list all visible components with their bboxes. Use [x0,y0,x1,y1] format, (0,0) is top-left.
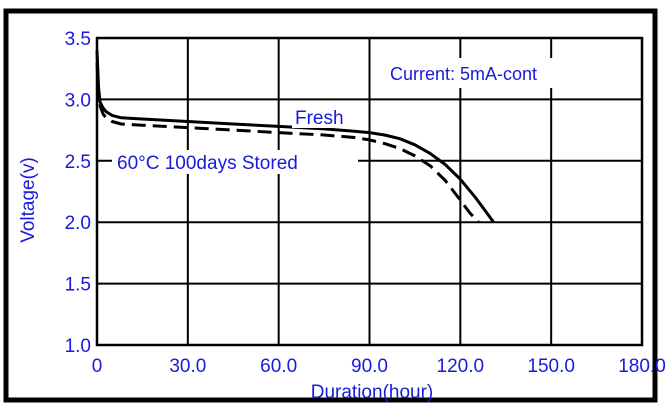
stored-series-label: 60°C 100days Stored [117,153,298,174]
plot-area-border [95,36,644,347]
x-axis-label: Duration(hour) [311,382,434,403]
series-layer [95,50,495,224]
fresh-series-line [95,50,495,224]
x-tick-label: 120.0 [437,356,485,377]
y-tick-label: 1.5 [65,275,91,296]
y-tick-label: 3.5 [65,29,91,50]
fresh-label-background [292,106,358,128]
y-tick-label: 2.5 [65,152,91,173]
x-tick-label: 30.0 [169,356,206,377]
y-tick-label: 2.0 [65,213,91,234]
fresh-series-label: Fresh [295,108,344,129]
annotation-background [384,58,602,88]
current-annotation: Current: 5mA-cont [390,64,537,84]
x-tick-label: 180.0 [618,356,666,377]
y-tick-label: 3.0 [65,90,91,111]
stored-label-background [112,150,358,174]
x-tick-label: 150.0 [527,356,575,377]
y-axis-label: Voltage(v) [18,157,39,243]
x-tick-label: 0 [92,356,103,377]
tick-labels: 0 30.0 60.0 90.0 120.0 150.0 180.0 1.0 1.5 2.0 2.5… [65,29,666,377]
outer-frame [3,8,658,403]
grid-lines [97,38,642,345]
x-tick-label: 90.0 [351,356,388,377]
stored-series-line [95,62,480,224]
y-tick-label: 1.0 [65,336,91,357]
x-tick-label: 60.0 [260,356,297,377]
